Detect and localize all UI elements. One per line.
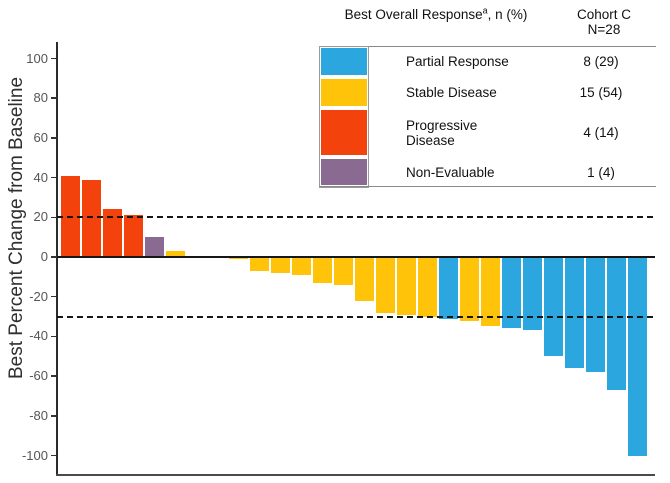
bar-28-pr xyxy=(628,257,647,456)
bar-14-sd xyxy=(334,257,353,285)
y-tick-mark xyxy=(51,375,57,377)
legend-label-non-evaluable: Non-Evaluable xyxy=(406,164,495,180)
y-tick-mark xyxy=(51,176,57,179)
zero-baseline xyxy=(57,255,655,259)
x-axis-line xyxy=(56,474,655,476)
y-tick-mark xyxy=(51,454,57,457)
y-axis-line xyxy=(56,42,58,475)
y-tick-label: -60 xyxy=(29,368,48,384)
y-tick-label: -80 xyxy=(29,407,48,423)
legend-title-footnote-marker: a xyxy=(482,5,488,16)
y-tick-mark xyxy=(51,335,57,338)
bar-16-sd xyxy=(376,257,395,313)
bar-24-pr xyxy=(544,257,563,357)
dashed-reference-line-20 xyxy=(57,216,655,219)
bar-12-sd xyxy=(292,257,311,275)
legend-swatch-stable-disease xyxy=(321,79,367,106)
legend-value-stable-disease: 15 (54) xyxy=(579,85,623,100)
bar-21-sd xyxy=(481,257,500,327)
y-tick-label: 60 xyxy=(33,129,48,145)
bar-10-sd xyxy=(250,257,269,271)
y-tick-label: 80 xyxy=(33,90,48,106)
legend-label-progressive-disease: Progressive Disease xyxy=(406,117,478,148)
y-tick-label: 0 xyxy=(40,249,48,264)
y-tick-mark xyxy=(51,415,57,417)
legend-swatch-progressive-disease xyxy=(321,110,367,155)
legend-value-non-evaluable: 1 (4) xyxy=(587,164,615,180)
bar-13-sd xyxy=(313,257,332,283)
bar-3-pd xyxy=(103,209,122,257)
y-tick-mark xyxy=(51,97,57,99)
y-tick-label: 40 xyxy=(33,169,48,185)
bar-6-sd xyxy=(166,251,185,257)
legend-title-suffix: , n (%) xyxy=(487,7,528,22)
y-tick-mark xyxy=(51,216,57,219)
bar-23-pr xyxy=(523,257,542,331)
legend-bottom-rule xyxy=(320,186,656,188)
bar-4-pd xyxy=(124,215,143,257)
y-tick-mark xyxy=(51,256,57,258)
bar-20-sd xyxy=(460,257,479,321)
bar-22-pr xyxy=(502,257,521,329)
bar-25-pr xyxy=(565,257,584,369)
bar-11-sd xyxy=(271,257,290,273)
legend-swatch-non-evaluable xyxy=(321,159,367,185)
y-tick-label: 20 xyxy=(33,209,48,225)
y-tick-mark xyxy=(51,137,57,139)
bar-17-sd xyxy=(397,257,416,315)
y-tick-label: -40 xyxy=(29,328,48,344)
dashed-reference-line--30 xyxy=(57,315,655,318)
legend-label-partial-response: Partial Response xyxy=(406,54,509,69)
legend-label-stable-disease: Stable Disease xyxy=(406,85,497,100)
legend-cohort-header: Cohort C N=28 xyxy=(552,7,656,37)
y-tick-label: -20 xyxy=(29,288,48,304)
bar-5-ne xyxy=(145,237,164,257)
legend-top-rule xyxy=(320,46,656,48)
legend-title-text: Best Overall Response xyxy=(344,7,483,22)
legend-value-partial-response: 8 (29) xyxy=(583,54,619,69)
legend-cohort-n: N=28 xyxy=(587,22,621,37)
y-tick-mark xyxy=(51,295,57,298)
legend-value-progressive-disease: 4 (14) xyxy=(583,125,619,140)
legend-cohort-name: Cohort C xyxy=(576,7,632,22)
legend-swatch-partial-response xyxy=(321,48,367,75)
legend-title: Best Overall Responsea, n (%) xyxy=(320,5,552,22)
bar-15-sd xyxy=(355,257,374,301)
y-tick-mark xyxy=(51,57,57,60)
y-tick-label: -100 xyxy=(21,447,48,463)
bar-19-pr xyxy=(439,257,458,319)
bar-26-pr xyxy=(586,257,605,373)
y-tick-label: 100 xyxy=(26,50,48,66)
bar-27-pr xyxy=(607,257,626,390)
bar-18-sd xyxy=(418,257,437,317)
